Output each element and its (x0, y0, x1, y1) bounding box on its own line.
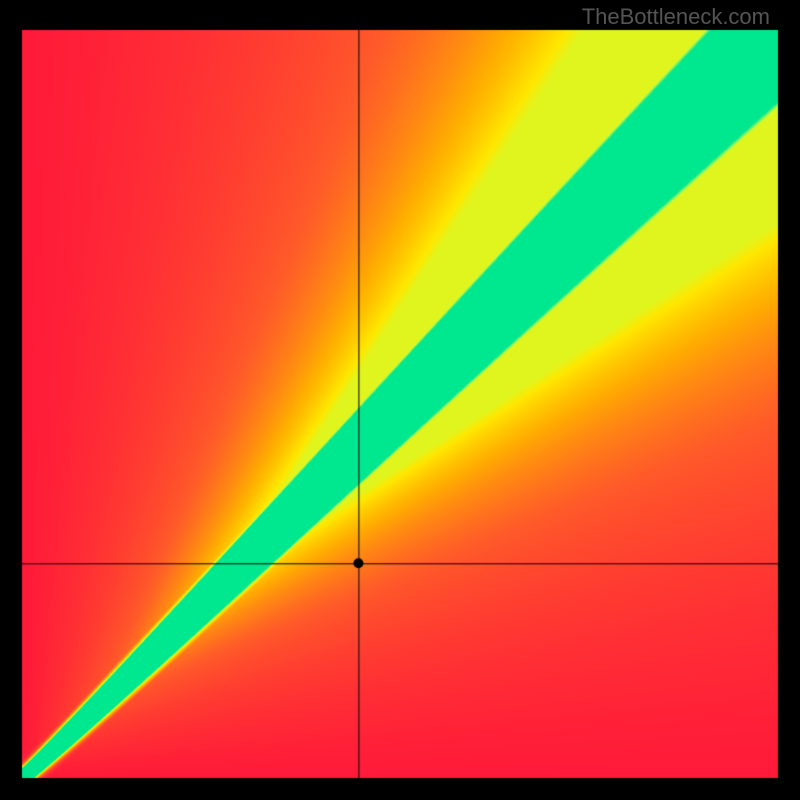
branding-text: TheBottleneck.com (582, 4, 770, 30)
stage: TheBottleneck.com (0, 0, 800, 800)
bottleneck-heatmap-canvas (0, 0, 800, 800)
